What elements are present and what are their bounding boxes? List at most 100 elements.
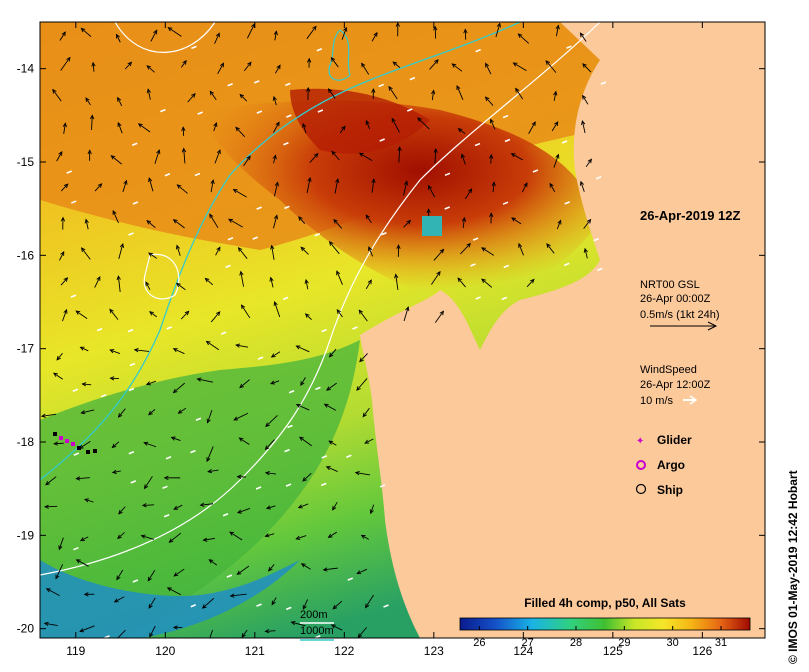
current-vector-head: [89, 114, 95, 120]
current-vector-head: [87, 149, 92, 155]
current-vector: [144, 442, 157, 448]
current-vector: [197, 378, 214, 383]
current-vector-head: [531, 121, 536, 127]
current-vector-head: [206, 457, 211, 463]
current-vector-head: [204, 277, 210, 283]
current-vector-head: [359, 357, 364, 363]
current-vector: [265, 533, 275, 537]
current-vector: [214, 33, 220, 44]
current-vector: [271, 597, 277, 605]
glider-label: Glider: [657, 433, 692, 447]
current-vector-head: [460, 153, 466, 159]
current-vector: [76, 477, 90, 480]
current-vector-head: [60, 216, 66, 222]
current-vector: [434, 148, 437, 164]
current-vector-head: [109, 308, 114, 314]
current-vector-head: [356, 386, 361, 391]
current-vector: [549, 183, 556, 193]
current-vector: [173, 568, 185, 577]
current-vector-head: [327, 533, 333, 538]
current-vector: [355, 472, 371, 476]
current-vector-head: [141, 503, 147, 508]
current-vector-head: [523, 182, 528, 188]
current-vector: [228, 218, 243, 228]
current-vector: [173, 382, 186, 393]
current-vector: [417, 117, 430, 130]
current-vector: [356, 568, 368, 575]
current-vector-head: [463, 28, 468, 34]
current-vector: [300, 377, 306, 386]
current-vector-head: [396, 244, 401, 249]
current-vector-head: [586, 218, 592, 224]
wind-vector: [595, 175, 602, 180]
current-vector-head: [356, 570, 362, 575]
current-vector-head: [335, 178, 340, 184]
current-vector-head: [58, 150, 63, 156]
current-vector: [326, 466, 338, 472]
wind-vector: [165, 456, 172, 460]
current-vector-head: [328, 352, 334, 358]
current-vector: [209, 559, 218, 566]
current-vector: [81, 247, 91, 260]
current-vector-head: [489, 212, 494, 218]
current-vector: [521, 182, 528, 193]
colorbar-tick-label: 31: [715, 637, 727, 649]
current-vector: [209, 629, 214, 638]
current-vector-head: [457, 128, 463, 133]
current-vector-head: [297, 504, 303, 509]
current-vector: [148, 252, 157, 259]
current-scale-arrow-icon: [650, 321, 718, 331]
current-vector: [117, 276, 121, 292]
current-vector-head: [555, 24, 560, 30]
current-vector-head: [206, 418, 211, 424]
current-vector-head: [302, 122, 307, 128]
colorbar-tick-label: 28: [570, 637, 582, 649]
current-vector: [364, 438, 374, 444]
wind-legend-line2: 26-Apr 12:00Z: [640, 379, 711, 391]
current-vector: [365, 594, 374, 608]
current-vector: [331, 151, 340, 161]
wind-vector: [315, 635, 321, 638]
current-vector: [299, 436, 313, 447]
current-vector: [336, 271, 343, 285]
current-vector-head: [330, 56, 336, 62]
current-vector-head: [215, 311, 221, 316]
current-vector-head: [510, 153, 516, 158]
current-vector-head: [555, 153, 560, 159]
current-vector: [84, 498, 94, 503]
current-vector: [112, 441, 120, 448]
current-vector-head: [295, 403, 301, 408]
current-vector: [60, 57, 71, 71]
current-vector: [302, 599, 308, 610]
current-vector: [62, 309, 68, 322]
current-vector-head: [371, 178, 376, 184]
current-vector-head: [270, 244, 275, 250]
current-vector: [236, 344, 249, 348]
wind-vector: [252, 236, 259, 240]
current-vector-head: [75, 559, 81, 564]
current-vector: [553, 91, 557, 101]
current-vector: [109, 309, 119, 320]
current-vector-head: [127, 61, 133, 67]
current-vector: [298, 503, 309, 509]
current-vector-head: [427, 184, 432, 190]
current-vector-head: [300, 563, 306, 568]
current-vector-head: [75, 310, 81, 315]
current-vector: [309, 153, 319, 163]
current-vector-head: [579, 180, 585, 186]
current-vector: [241, 629, 248, 638]
current-vector: [56, 352, 63, 361]
wind-vector: [226, 574, 233, 578]
current-vector: [518, 243, 524, 256]
current-vector-head: [177, 409, 183, 414]
wind-vector: [162, 485, 168, 490]
current-vector-head: [60, 250, 65, 256]
current-vector: [306, 177, 311, 194]
wind-vector: [563, 262, 570, 267]
ship-label: Ship: [657, 483, 683, 497]
current-vector-head: [44, 504, 49, 509]
current-vector-head: [147, 576, 152, 582]
current-vector: [270, 277, 274, 288]
current-vector-head: [148, 603, 153, 609]
wind-vector: [129, 362, 136, 367]
